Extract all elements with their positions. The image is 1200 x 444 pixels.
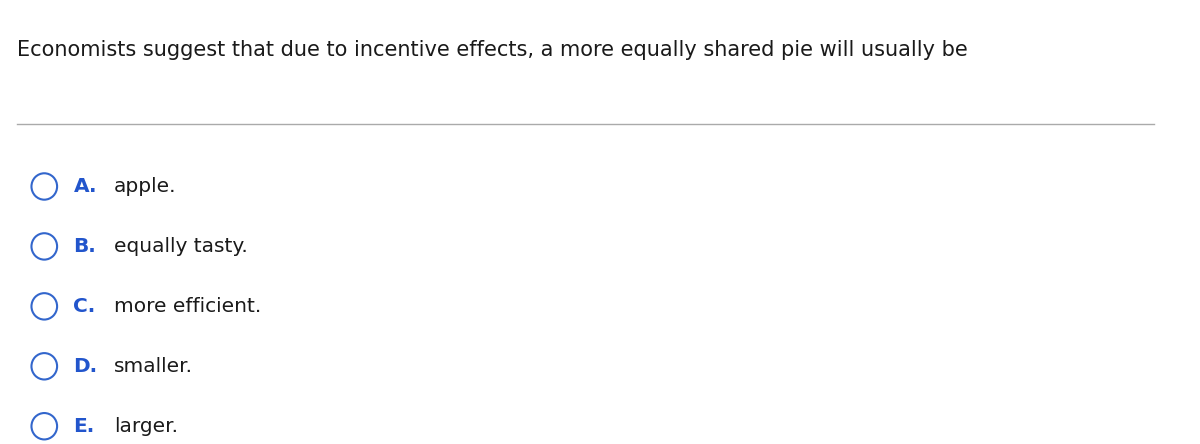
Text: C.: C.: [73, 297, 96, 316]
Text: more efficient.: more efficient.: [114, 297, 262, 316]
Text: smaller.: smaller.: [114, 357, 193, 376]
Text: larger.: larger.: [114, 417, 178, 436]
Text: Economists suggest that due to incentive effects, a more equally shared pie will: Economists suggest that due to incentive…: [18, 40, 968, 60]
Text: A.: A.: [73, 177, 97, 196]
Text: equally tasty.: equally tasty.: [114, 237, 248, 256]
Text: apple.: apple.: [114, 177, 176, 196]
Text: E.: E.: [73, 417, 95, 436]
Text: D.: D.: [73, 357, 97, 376]
Text: B.: B.: [73, 237, 96, 256]
